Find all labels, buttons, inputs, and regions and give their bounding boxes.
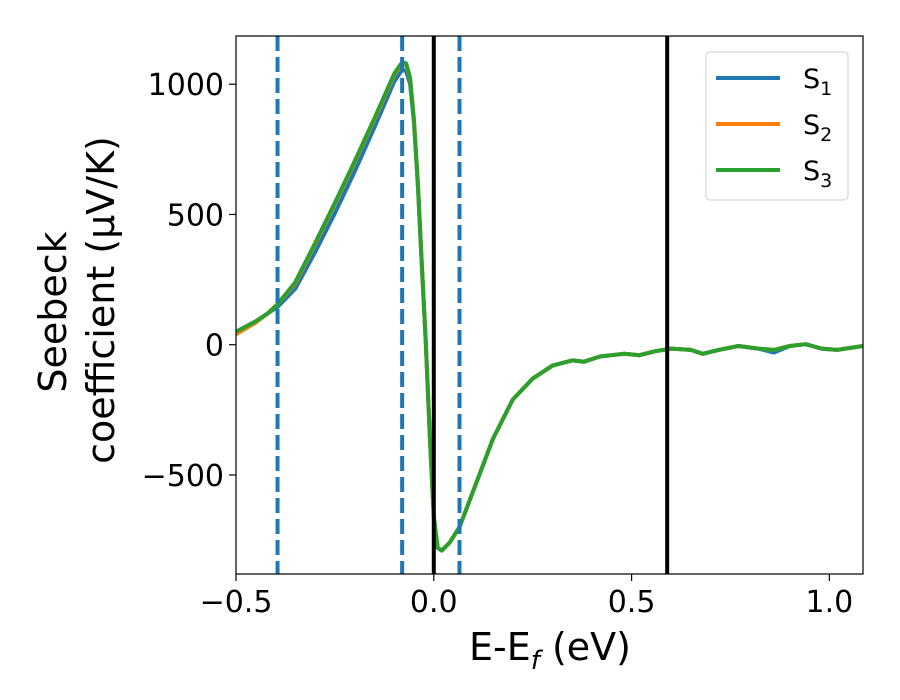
y-axis-ticks: −500 0 500 1000 <box>142 68 236 494</box>
legend-label-2: S2 <box>803 110 832 146</box>
x-axis-label-main: E-E <box>469 625 531 669</box>
x-tick-label-2: 0.5 <box>608 585 656 620</box>
y-axis-label-line2: coefficient (μV/K) <box>79 136 123 464</box>
legend: S1 S2 S3 <box>705 51 849 201</box>
y-tick-label-3: 1000 <box>148 68 224 103</box>
y-axis-label: Seebeck coefficient (μV/K) <box>31 136 123 464</box>
vline-layer <box>275 36 670 574</box>
legend-label-3: S3 <box>803 156 832 192</box>
series-layer <box>236 60 863 553</box>
x-tick-label-1: 0.0 <box>410 585 458 620</box>
y-axis-label-line1: Seebeck <box>31 231 75 392</box>
series-line-3 <box>236 60 863 553</box>
x-axis-label-tail: (eV) <box>540 625 631 669</box>
x-axis-ticks: −0.5 0.0 0.5 1.0 <box>200 574 854 620</box>
plot-frame <box>235 35 864 575</box>
y-tick-label-2: 500 <box>167 198 224 233</box>
x-tick-label-3: 1.0 <box>806 585 854 620</box>
x-axis-label: E-Ef (eV) <box>469 625 631 676</box>
y-tick-label-1: 0 <box>205 329 224 364</box>
legend-label-1: S1 <box>803 64 832 100</box>
y-tick-label-0: −500 <box>142 459 224 494</box>
x-tick-label-0: −0.5 <box>200 585 273 620</box>
